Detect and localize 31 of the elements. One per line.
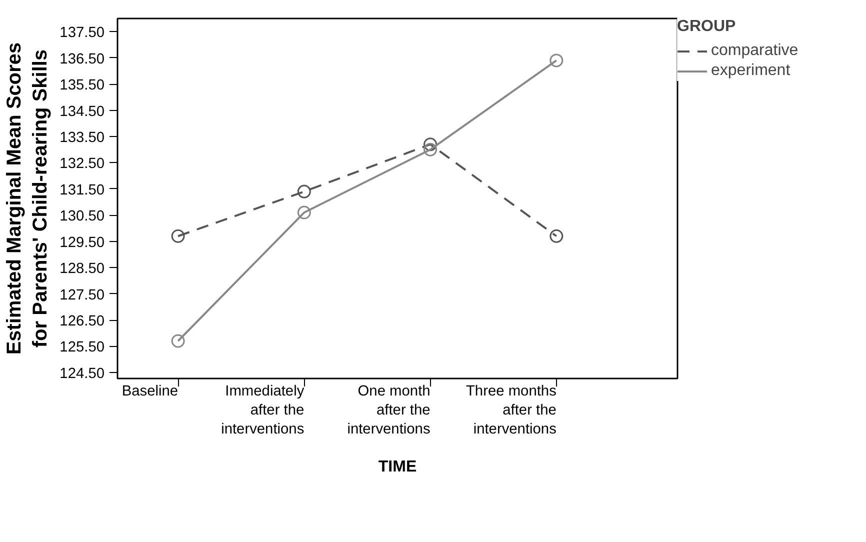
point [297,184,311,198]
legend-label: experiment [711,62,790,80]
category-label: One month after the interventions [347,384,430,438]
point [297,206,311,220]
point [424,138,438,152]
point [550,229,564,243]
category-label: Immediately after the interventions [221,384,304,438]
y-tick-label: 132.50 [60,156,104,172]
y-tick-label: 133.50 [60,130,104,146]
y-axis-title: Estimated Marginal Mean Scores for Parents' Child-rearing Skills [3,42,52,355]
y-tick-label: 130.50 [60,208,104,225]
x-axis-title: TIME [378,458,417,476]
y-tick-label: 125.50 [60,340,104,356]
y-tick-label: 137.50 [60,25,104,42]
point [424,142,438,156]
y-tick-label: 129.50 [60,234,104,251]
y-tick-label: 124.50 [60,366,104,382]
legend-title: GROUP [677,18,737,36]
y-tick-label: 134.50 [60,104,104,120]
y-tick-label: 127.50 [60,287,104,304]
point [171,229,185,243]
x-tick-label: Baseline [122,384,178,400]
y-tick-label: 128.50 [60,261,104,278]
category-label: Three months after the interventions [466,384,556,438]
legend-label: comparative [711,42,798,60]
point [550,54,564,68]
point [171,334,185,348]
y-tick-label: 126.50 [60,314,104,330]
y-tick-label: 131.50 [60,182,104,198]
y-tick-label: 136.50 [60,51,104,68]
y-tick-label: 135.50 [60,78,104,94]
